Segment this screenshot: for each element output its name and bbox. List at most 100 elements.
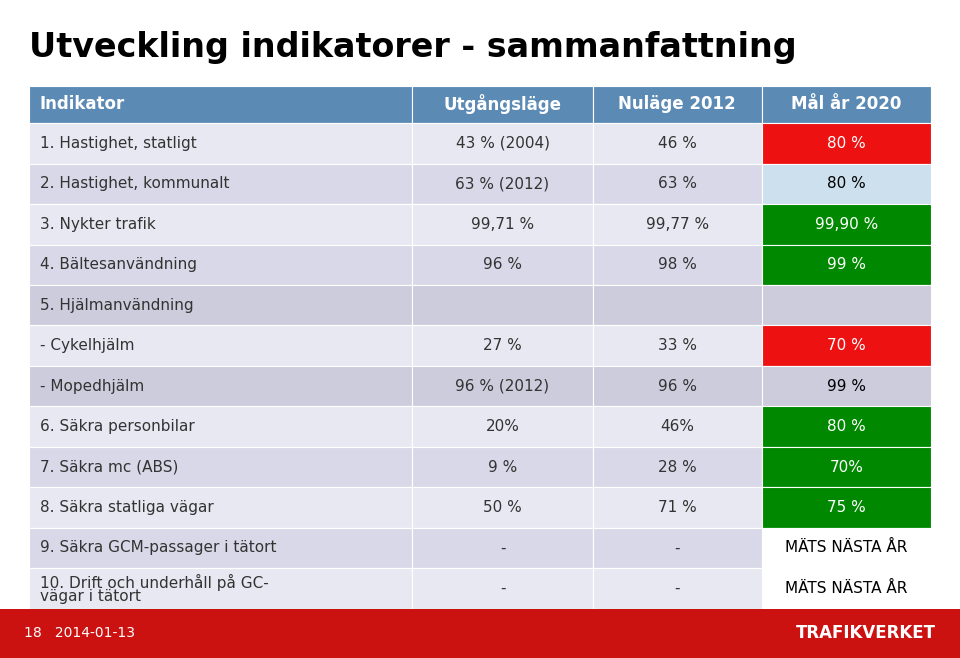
Bar <box>413 123 592 164</box>
Text: Mål år 2020: Mål år 2020 <box>791 95 901 113</box>
Bar <box>761 447 931 488</box>
Text: 9 %: 9 % <box>488 459 517 474</box>
Text: -: - <box>500 540 505 555</box>
Text: 70%: 70% <box>829 459 863 474</box>
Bar <box>761 326 931 366</box>
Bar <box>592 447 761 488</box>
Bar <box>29 407 413 447</box>
Text: - Mopedhjälm: - Mopedhjälm <box>39 378 144 393</box>
Text: 70 %: 70 % <box>827 338 866 353</box>
Bar <box>592 569 761 609</box>
Bar <box>413 86 592 123</box>
Text: 28 %: 28 % <box>658 459 697 474</box>
Bar <box>29 123 413 164</box>
Text: 96 %: 96 % <box>483 257 522 272</box>
Text: 27 %: 27 % <box>483 338 522 353</box>
Text: 18   2014-01-13: 18 2014-01-13 <box>24 626 135 640</box>
Text: 3. Nykter trafik: 3. Nykter trafik <box>39 217 156 232</box>
Text: 46%: 46% <box>660 419 694 434</box>
Text: 99 %: 99 % <box>827 257 866 272</box>
Bar <box>413 326 592 366</box>
Bar <box>29 204 413 245</box>
Text: 63 %: 63 % <box>658 176 697 191</box>
Text: TRAFIKVERKET: TRAFIKVERKET <box>796 624 936 642</box>
Text: - Cykelhjälm: - Cykelhjälm <box>39 338 134 353</box>
Text: 99,77 %: 99,77 % <box>646 217 708 232</box>
Text: 80 %: 80 % <box>827 419 866 434</box>
Bar <box>413 366 592 407</box>
Bar <box>413 285 592 326</box>
Bar <box>413 447 592 488</box>
Text: Indikator: Indikator <box>39 95 125 113</box>
Text: -: - <box>675 540 680 555</box>
Text: Utgångsläge: Utgångsläge <box>444 94 562 114</box>
Bar <box>29 326 413 366</box>
Text: 2. Hastighet, kommunalt: 2. Hastighet, kommunalt <box>39 176 229 191</box>
Bar <box>761 86 931 123</box>
Bar <box>761 245 931 285</box>
Bar <box>761 164 931 204</box>
Text: 9. Säkra GCM-passager i tätort: 9. Säkra GCM-passager i tätort <box>39 540 276 555</box>
Bar <box>29 447 413 488</box>
Bar <box>413 407 592 447</box>
Text: 43 % (2004): 43 % (2004) <box>456 136 549 151</box>
Bar <box>413 164 592 204</box>
Text: Utveckling indikatorer - sammanfattning: Utveckling indikatorer - sammanfattning <box>29 30 797 64</box>
Bar <box>761 407 931 447</box>
Text: 7. Säkra mc (ABS): 7. Säkra mc (ABS) <box>39 459 178 474</box>
Bar <box>592 407 761 447</box>
Bar <box>29 285 413 326</box>
Text: 8. Säkra statliga vägar: 8. Säkra statliga vägar <box>39 500 213 515</box>
Bar <box>413 569 592 609</box>
Bar <box>29 164 413 204</box>
Bar <box>413 245 592 285</box>
Text: 99 %: 99 % <box>827 378 866 393</box>
Bar <box>413 488 592 528</box>
Text: 6. Säkra personbilar: 6. Säkra personbilar <box>39 419 194 434</box>
Bar <box>592 86 761 123</box>
Bar <box>592 245 761 285</box>
Bar <box>29 86 413 123</box>
Text: 10. Drift och underhåll på GC-: 10. Drift och underhåll på GC- <box>39 574 269 591</box>
Bar <box>29 366 413 407</box>
Bar <box>592 488 761 528</box>
Bar <box>592 366 761 407</box>
Text: 33 %: 33 % <box>658 338 697 353</box>
Bar <box>29 488 413 528</box>
Bar <box>761 569 931 609</box>
Bar <box>592 204 761 245</box>
Text: -: - <box>500 581 505 596</box>
Bar <box>592 123 761 164</box>
Bar <box>761 123 931 164</box>
Bar <box>592 285 761 326</box>
Bar <box>29 569 413 609</box>
Text: -: - <box>675 581 680 596</box>
Text: 5. Hjälmanvändning: 5. Hjälmanvändning <box>39 298 193 313</box>
Text: Nuläge 2012: Nuläge 2012 <box>618 95 736 113</box>
Text: 63 % (2012): 63 % (2012) <box>455 176 550 191</box>
Bar <box>592 164 761 204</box>
Text: MÄTS NÄSTA ÅR: MÄTS NÄSTA ÅR <box>785 540 907 555</box>
Bar <box>592 528 761 569</box>
Text: 75 %: 75 % <box>827 500 866 515</box>
Bar <box>413 204 592 245</box>
Bar <box>761 366 931 407</box>
Text: vägar i tätort: vägar i tätort <box>39 589 140 604</box>
Bar <box>761 488 931 528</box>
Text: 96 %: 96 % <box>658 378 697 393</box>
Text: 50 %: 50 % <box>483 500 522 515</box>
Text: 20%: 20% <box>486 419 519 434</box>
Text: 4. Bältesanvändning: 4. Bältesanvändning <box>39 257 197 272</box>
Bar <box>29 245 413 285</box>
Bar <box>761 204 931 245</box>
Text: MÄTS NÄSTA ÅR: MÄTS NÄSTA ÅR <box>785 581 907 596</box>
Text: 99,71 %: 99,71 % <box>471 217 534 232</box>
Text: 71 %: 71 % <box>658 500 697 515</box>
Text: 99,90 %: 99,90 % <box>815 217 878 232</box>
Text: 46 %: 46 % <box>658 136 697 151</box>
Bar <box>413 528 592 569</box>
Bar <box>761 528 931 569</box>
Text: 80 %: 80 % <box>827 176 866 191</box>
Bar <box>761 285 931 326</box>
Text: 96 % (2012): 96 % (2012) <box>455 378 550 393</box>
